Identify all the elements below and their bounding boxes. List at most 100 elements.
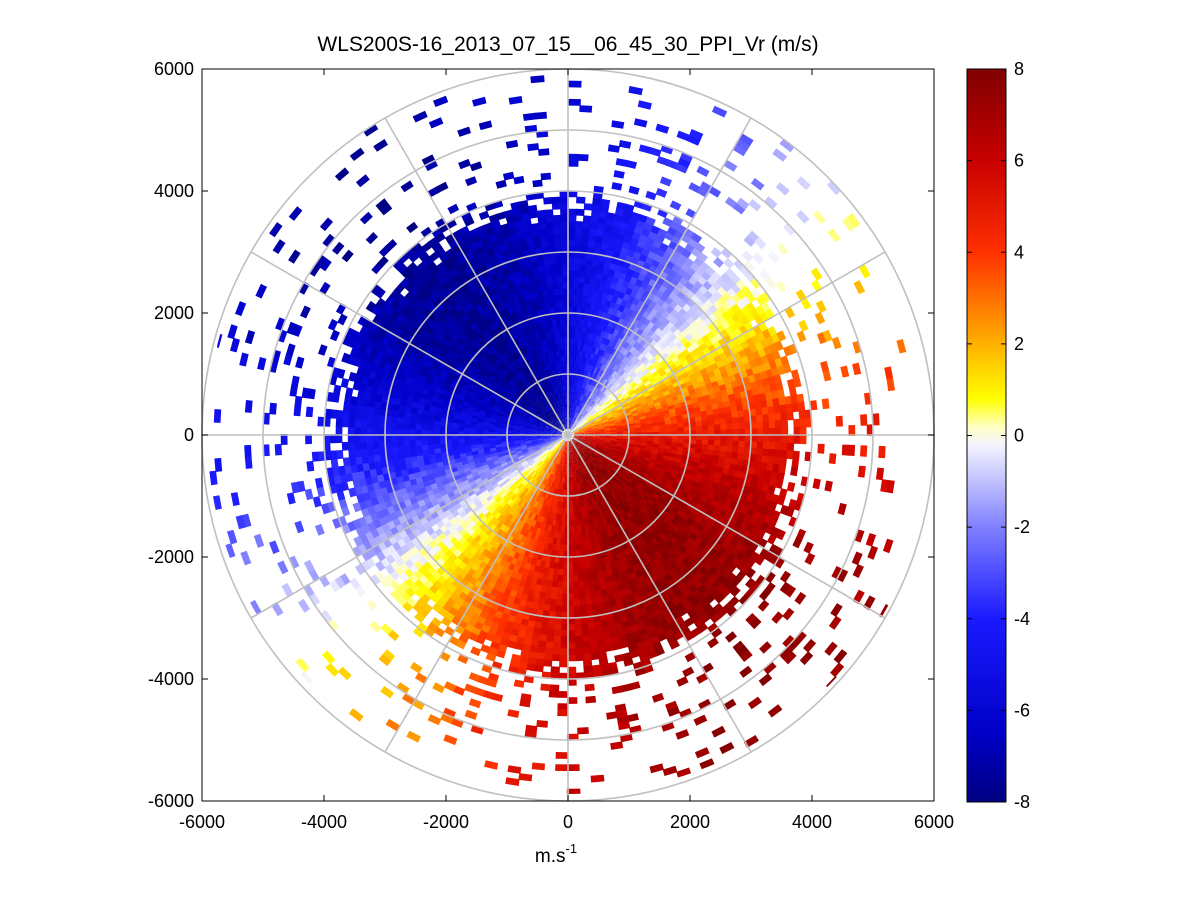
velocity-cell [641,402,649,409]
velocity-cell [612,380,620,387]
velocity-cell [590,774,605,783]
velocity-cell [573,355,577,363]
velocity-cell [645,216,656,226]
velocity-cell [568,257,575,265]
velocity-cell [584,412,591,419]
velocity-cell [586,364,592,372]
velocity-cell [632,397,640,404]
velocity-cell [584,389,589,397]
velocity-cell [574,257,581,265]
velocity-cell [573,430,581,433]
velocity-cell [601,395,609,402]
velocity-cell [555,599,563,607]
velocity-cell [572,312,577,320]
velocity-cell [619,387,627,394]
velocity-cell [609,424,617,428]
velocity-cell [603,331,610,339]
velocity-cell [560,636,568,643]
velocity-cell [598,391,604,398]
velocity-cell [588,417,595,423]
chart-title: WLS200S-16_2013_07_15__06_45_30_PPI_Vr (… [317,33,818,56]
velocity-cell [572,426,579,432]
velocity-cell [628,379,636,387]
velocity-cell [626,416,634,421]
velocity-cell [603,424,611,428]
velocity-cell [588,371,594,379]
velocity-cell [578,387,582,394]
velocity-cell [677,299,688,309]
velocity-cell [639,397,647,403]
velocity-cell [572,425,577,431]
velocity-cell [590,265,599,273]
velocity-cell [581,300,588,309]
velocity-cell [568,263,575,271]
velocity-cell [574,392,578,400]
velocity-cell [620,379,628,387]
velocity-cell [579,415,585,422]
velocity-cell [597,423,604,427]
velocity-cell [580,368,585,376]
velocity-cell [614,207,625,217]
velocity-cell [589,277,597,285]
velocity-cell [654,401,662,407]
velocity-cell [647,385,655,393]
velocity-cell [555,764,568,772]
velocity-cell [642,358,651,366]
velocity-cell [583,276,591,285]
velocity-cell [738,422,746,430]
velocity-cell [584,369,590,378]
velocity-cell [603,423,611,427]
velocity-cell [608,418,615,422]
velocity-cell [629,362,637,370]
velocity-cell [601,337,608,345]
velocity-cell [560,630,568,637]
velocity-cell [570,410,573,417]
velocity-cell [602,421,610,425]
velocity-cell [612,412,620,417]
velocity-cell [576,300,583,308]
velocity-cell [643,408,651,414]
velocity-cell [575,374,579,381]
velocity-cell [822,369,832,382]
velocity-cell [608,384,616,392]
velocity-cell [592,402,599,409]
velocity-cell [607,339,615,348]
velocity-cell [568,190,578,198]
velocity-field [209,75,907,794]
velocity-cell [572,417,576,424]
velocity-cell [698,400,706,408]
velocity-cell [594,404,601,411]
velocity-cell [625,159,637,169]
velocity-cell [615,373,622,381]
velocity-cell [828,453,837,465]
velocity-cell [568,410,570,417]
velocity-cell [582,395,588,403]
velocity-cell [793,418,801,428]
velocity-cell [582,294,589,303]
velocity-cell [784,306,796,319]
velocity-cell [796,330,807,343]
velocity-cell [597,409,604,415]
velocity-cell [708,186,722,198]
velocity-cell [591,411,598,417]
velocity-cell [612,219,622,228]
velocity-cell [840,365,850,378]
velocity-cell [782,363,792,374]
velocity-cell [595,406,602,412]
velocity-cell [774,442,782,451]
velocity-cell [640,374,648,382]
velocity-cell [608,368,616,376]
velocity-cell [593,185,604,194]
velocity-cell [608,419,616,424]
velocity-cell [616,330,624,339]
velocity-cell [598,376,605,384]
velocity-cell [610,386,617,393]
velocity-cell [577,580,584,588]
velocity-cell [650,225,661,235]
velocity-cell [632,414,640,419]
velocity-cell [571,425,577,431]
velocity-cell [762,441,770,450]
velocity-cell [662,390,671,397]
velocity-cell [726,387,735,396]
velocity-cell [633,375,641,383]
